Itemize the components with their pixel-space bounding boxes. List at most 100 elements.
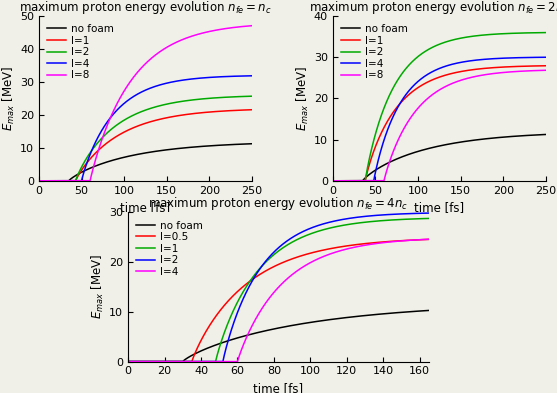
X-axis label: time [fs]: time [fs] [253,382,304,393]
l=4 [253,315,260,320]
Line: l=2: l=2 [39,96,252,181]
l=4 [367,178,373,183]
l=2 [126,114,133,119]
l=8 [354,178,360,183]
l=8 [36,178,42,183]
l=2 [125,359,131,364]
no foam [177,359,184,364]
l=1 [72,178,79,182]
l=1 [240,289,247,294]
l=8 [367,178,373,183]
l=1 [330,178,336,183]
l=2 [330,178,336,183]
l=2 [72,178,79,182]
l=2 [543,30,549,35]
l=0.5 [419,237,426,242]
Line: l=4: l=4 [333,57,546,181]
no foam [330,178,336,183]
no foam [538,132,545,137]
l=2 [387,212,394,217]
l=8 [538,68,545,73]
Line: l=1: l=1 [333,66,546,181]
l=4 [125,359,131,364]
l=2 [253,272,260,276]
Line: no foam: no foam [39,144,252,181]
l=4 [245,73,251,78]
l=4 [421,75,427,79]
no foam [245,141,251,146]
l=4 [354,178,360,183]
l=4 [126,97,133,101]
l=1 [222,108,228,113]
l=1 [118,132,124,136]
Title: maximum proton energy evolution $n_{fe}=n_c$: maximum proton energy evolution $n_{fe}=… [19,0,272,16]
l=4 [419,237,426,242]
Title: maximum proton energy evolution $n_{fe}=2n_c$: maximum proton energy evolution $n_{fe}=… [309,0,557,16]
l=1 [367,161,373,165]
l=0.5 [426,237,432,242]
l=1 [411,88,418,92]
l=4 [538,55,545,60]
no foam [126,154,133,158]
no foam [159,359,166,364]
l=0.5 [253,274,260,279]
no foam [419,309,426,313]
no foam [354,178,360,183]
no foam [411,150,418,155]
Y-axis label: $E_{max}$ [MeV]: $E_{max}$ [MeV] [1,66,17,131]
Line: l=4: l=4 [39,76,252,181]
l=2 [421,50,427,55]
l=2 [60,178,67,183]
no foam [426,308,432,313]
l=8 [248,23,255,28]
l=2 [419,211,426,216]
l=2 [426,211,432,215]
l=1 [126,127,133,132]
l=4 [543,55,549,60]
X-axis label: time [fs]: time [fs] [120,201,170,214]
l=1 [253,270,260,275]
l=1 [419,216,426,221]
l=1 [36,178,42,183]
no foam [515,134,522,138]
l=1 [538,63,545,68]
Line: l=0.5: l=0.5 [128,239,429,362]
l=4 [118,104,124,109]
l=8 [222,26,228,31]
l=4 [515,55,522,60]
l=4 [177,359,184,364]
Line: l=2: l=2 [333,33,546,181]
Line: l=4: l=4 [128,239,429,362]
no foam [222,143,228,147]
Line: l=1: l=1 [128,219,429,362]
l=8 [118,95,124,99]
l=0.5 [159,359,166,364]
l=4 [60,178,67,183]
l=0.5 [177,359,184,364]
l=4 [72,178,79,183]
l=8 [72,178,79,183]
Line: no foam: no foam [128,310,429,362]
no foam [240,334,247,339]
no foam [72,173,79,178]
Line: l=2: l=2 [128,213,429,362]
Title: maximum proton energy evolution $n_{fe}=4n_c$: maximum proton energy evolution $n_{fe}=… [148,195,409,212]
l=1 [543,63,549,68]
l=4 [411,82,418,87]
no foam [367,172,373,176]
l=2 [245,94,251,99]
Y-axis label: $E_{max}$ [MeV]: $E_{max}$ [MeV] [90,254,106,320]
Y-axis label: $E_{max}$ [MeV]: $E_{max}$ [MeV] [295,66,311,131]
no foam [60,178,67,183]
l=4 [36,178,42,183]
l=1 [177,359,184,364]
l=1 [125,359,131,364]
l=8 [543,68,549,73]
l=8 [126,80,133,84]
l=4 [387,239,394,244]
l=4 [248,73,255,78]
Line: no foam: no foam [333,134,546,181]
no foam [253,331,260,335]
no foam [248,141,255,146]
no foam [543,132,549,137]
